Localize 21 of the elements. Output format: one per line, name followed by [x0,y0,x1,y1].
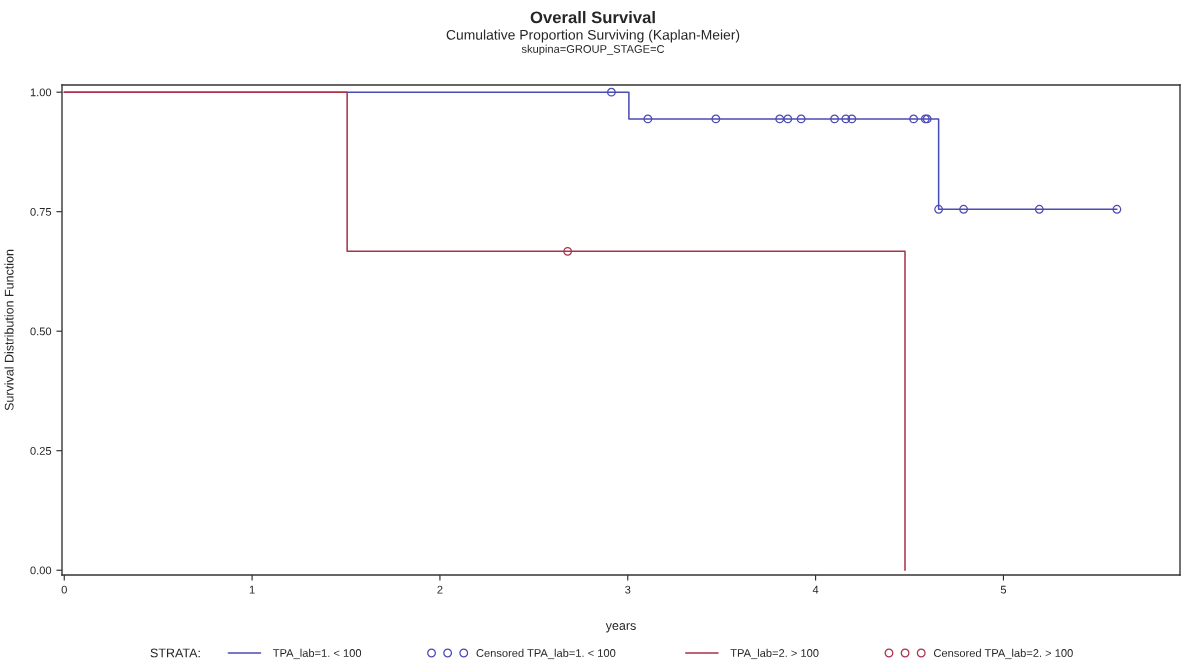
chart-title: Overall Survival [530,11,655,24]
x-tick-label: 0 [61,585,67,594]
x-tick-label: 5 [1000,585,1007,594]
x-tick-label: 4 [812,585,819,594]
x-tick-label: 2 [437,585,443,594]
chart-subtitle: Cumulative Proportion Surviving (Kaplan-Meier) [446,29,740,43]
legend-label: TPA_lab=2. > 100 [730,648,819,660]
y-tick-label: 0.25 [30,446,52,455]
y-axis-title: Survival Distribution Function [4,249,14,411]
x-tick-label: 3 [625,585,631,594]
legend-label: Censored TPA_lab=2. > 100 [933,648,1073,660]
legend-label: TPA_lab=1. < 100 [273,648,362,660]
y-tick-label: 0.50 [30,327,52,336]
y-tick-label: 0.00 [30,566,52,575]
text: skupina=GROUP_STAGE=C [521,44,665,56]
y-tick-label: 0.75 [30,207,52,216]
x-axis-title: years [605,623,636,633]
legend-label: Censored TPA_lab=1. < 100 [476,648,616,660]
x-tick-label: 1 [249,585,255,594]
legend-title: STRATA: [150,648,200,658]
y-tick-label: 1.00 [30,88,52,97]
